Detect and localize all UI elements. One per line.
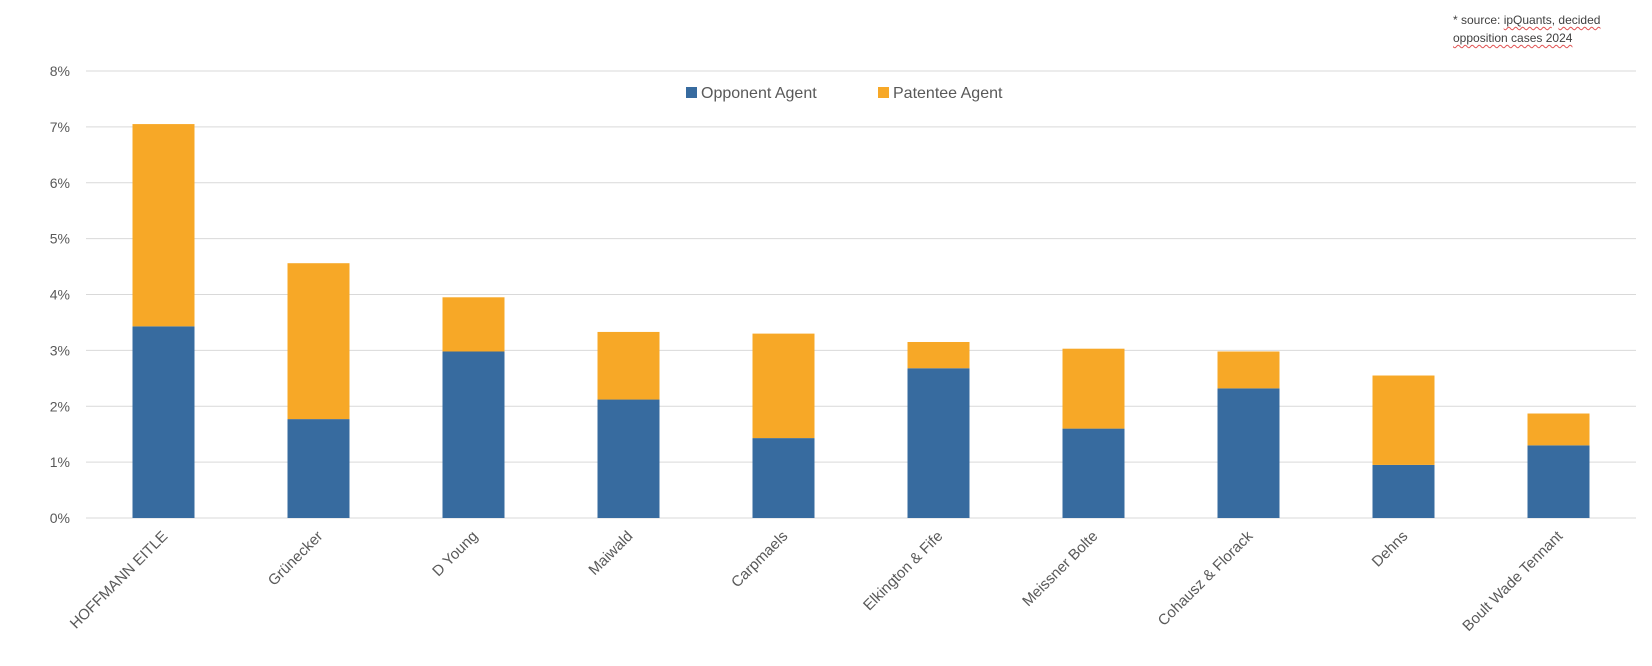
- x-category-label: Elkington & Fife: [860, 528, 946, 614]
- patentee-agent-bar: [1527, 413, 1590, 446]
- opponent-agent-bar: [287, 419, 350, 518]
- x-category-label: Dehns: [1369, 528, 1412, 571]
- opponent-agent-bar: [597, 399, 660, 518]
- x-category-label: Grünecker: [265, 528, 327, 590]
- y-tick-label: 0%: [50, 510, 70, 526]
- x-category-label: HOFFMANN EITLE: [67, 528, 172, 633]
- opponent-agent-bar: [132, 326, 195, 518]
- y-tick-label: 6%: [50, 175, 70, 191]
- legend-swatch: [686, 87, 697, 98]
- legend-label: Patentee Agent: [893, 85, 1003, 102]
- opponent-agent-bar: [752, 438, 815, 518]
- patentee-agent-bar: [442, 297, 505, 352]
- y-axis-tick-labels: 0% 1% 2% 3% 4% 5% 6% 7% 8%: [50, 63, 70, 526]
- x-category-label: Maiwald: [585, 528, 636, 579]
- source-note-word: decided: [1558, 13, 1601, 27]
- opponent-agent-bar: [1372, 464, 1435, 518]
- opponent-agent-bar: [907, 368, 970, 518]
- patentee-agent-bar: [1062, 348, 1125, 429]
- y-tick-label: 4%: [50, 287, 70, 303]
- legend-item-patentee: Patentee Agent: [878, 85, 1003, 102]
- y-tick-label: 5%: [50, 231, 70, 247]
- opponent-agent-bar: [1062, 428, 1125, 518]
- legend: Opponent Agent Patentee Agent: [686, 85, 1003, 102]
- x-category-label: D Young: [429, 528, 481, 580]
- patentee-agent-bar: [287, 263, 350, 420]
- x-category-label: Boult Wade Tennant: [1459, 527, 1567, 635]
- legend-label: Opponent Agent: [701, 85, 817, 102]
- opponent-agent-bar: [1527, 445, 1590, 518]
- patentee-agent-bar: [132, 124, 195, 327]
- y-tick-label: 3%: [50, 342, 70, 358]
- x-category-label: Cohausz & Florack: [1155, 527, 1257, 629]
- y-tick-label: 1%: [50, 454, 70, 470]
- bars: [132, 124, 1590, 518]
- source-note-name: ipQuants: [1503, 13, 1552, 27]
- x-axis-category-labels: HOFFMANN EITLE Grünecker D Young Maiwald Car…: [67, 527, 1567, 635]
- patentee-agent-bar: [1372, 375, 1435, 465]
- y-tick-label: 7%: [50, 119, 70, 135]
- x-category-label: Meissner Bolte: [1019, 528, 1101, 610]
- source-note: * source: ipQuants, decided opposition c…: [1453, 11, 1652, 47]
- y-tick-label: 8%: [50, 63, 70, 79]
- opponent-agent-bar: [1217, 388, 1280, 518]
- source-note-middle: ,: [1551, 13, 1559, 27]
- legend-item-opponent: Opponent Agent: [686, 85, 817, 102]
- source-note-prefix: * source:: [1453, 13, 1504, 27]
- patentee-agent-bar: [752, 333, 815, 439]
- x-category-label: Carpmaels: [728, 528, 791, 591]
- patentee-agent-bar: [907, 341, 970, 369]
- patentee-agent-bar: [597, 331, 660, 400]
- source-note-rest: opposition cases 2024: [1453, 31, 1573, 45]
- patentee-agent-bar: [1217, 351, 1280, 389]
- legend-swatch: [878, 87, 889, 98]
- y-tick-label: 2%: [50, 398, 70, 414]
- opponent-agent-bar: [442, 351, 505, 518]
